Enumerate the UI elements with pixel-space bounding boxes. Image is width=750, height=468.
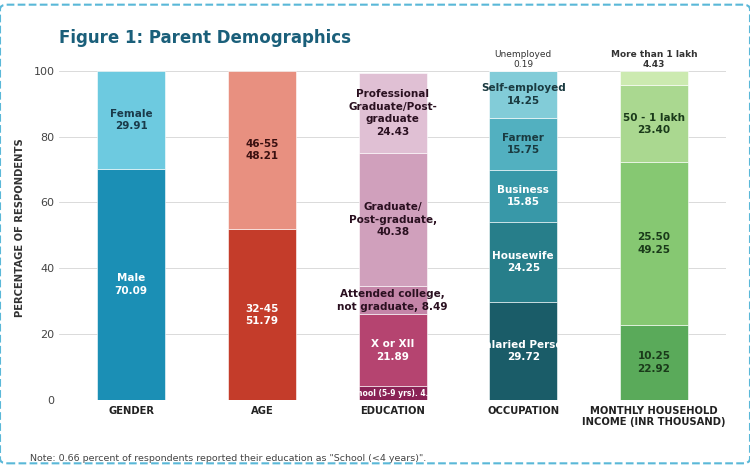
Bar	[620, 162, 688, 325]
Text: Unemployed
0.19: Unemployed 0.19	[495, 50, 552, 69]
Text: 46-55
48.21: 46-55 48.21	[245, 139, 278, 161]
Bar	[358, 314, 427, 387]
Text: Graduate/
Post-graduate,
40.38: Graduate/ Post-graduate, 40.38	[349, 203, 436, 237]
Bar	[358, 387, 427, 400]
Text: Female
29.91: Female 29.91	[110, 109, 152, 131]
Text: School (5-9 yrs). 4.15: School (5-9 yrs). 4.15	[346, 389, 439, 398]
Text: X or XII
21.89: X or XII 21.89	[371, 339, 414, 362]
Bar	[620, 325, 688, 400]
Bar	[489, 222, 557, 302]
Bar	[358, 154, 427, 286]
Text: Figure 1: Parent Demographics: Figure 1: Parent Demographics	[59, 29, 351, 47]
Bar	[97, 169, 165, 400]
Text: Self-employed
14.25: Self-employed 14.25	[481, 83, 566, 106]
Text: 25.50
49.25: 25.50 49.25	[638, 232, 670, 255]
Text: 32-45
51.79: 32-45 51.79	[245, 304, 278, 326]
Bar	[489, 170, 557, 222]
Text: 10.25
22.92: 10.25 22.92	[638, 351, 670, 373]
Bar	[489, 71, 557, 118]
Text: Business
15.85: Business 15.85	[497, 185, 549, 207]
Bar	[489, 118, 557, 170]
Bar	[358, 73, 427, 154]
Text: Note: 0.66 percent of respondents reported their education as "School (<4 years): Note: 0.66 percent of respondents report…	[30, 454, 426, 463]
Bar	[97, 71, 165, 169]
Text: 50 - 1 lakh
23.40: 50 - 1 lakh 23.40	[623, 113, 685, 135]
Bar	[228, 229, 296, 400]
Text: Salaried Person
29.72: Salaried Person 29.72	[477, 340, 570, 362]
Text: Attended college,
not graduate, 8.49: Attended college, not graduate, 8.49	[338, 289, 448, 312]
Text: Farmer
15.75: Farmer 15.75	[503, 133, 544, 155]
Bar	[358, 286, 427, 314]
Text: Male
70.09: Male 70.09	[115, 273, 148, 296]
Text: More than 1 lakh
4.43: More than 1 lakh 4.43	[610, 50, 698, 69]
Bar	[620, 71, 688, 85]
Y-axis label: PERCENTAGE OF RESPONDENTS: PERCENTAGE OF RESPONDENTS	[15, 138, 25, 316]
Bar	[489, 302, 557, 400]
Bar	[620, 85, 688, 162]
Bar	[228, 71, 296, 229]
Text: Professional
Graduate/Post-
graduate
24.43: Professional Graduate/Post- graduate 24.…	[348, 89, 437, 137]
Text: Housewife
24.25: Housewife 24.25	[493, 251, 554, 273]
